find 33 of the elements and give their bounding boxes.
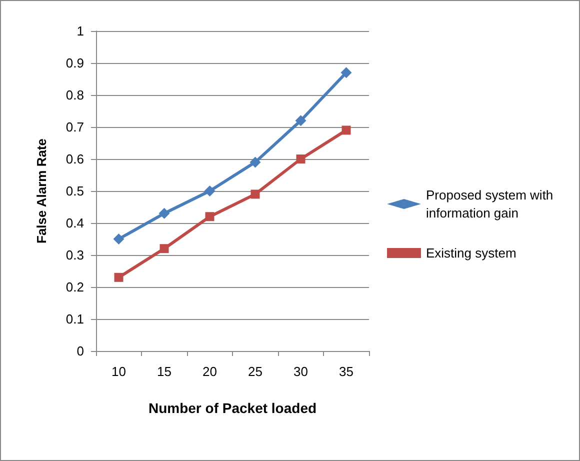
y-tick-label: 0.6 bbox=[66, 152, 84, 166]
legend-label: Proposed system with information gain bbox=[426, 188, 557, 220]
y-tick-label: 0.4 bbox=[66, 216, 84, 230]
point bbox=[250, 156, 261, 168]
y-tick-label: 1 bbox=[76, 24, 84, 38]
point bbox=[342, 126, 351, 135]
x-tick-label: 35 bbox=[339, 364, 354, 379]
point bbox=[205, 212, 214, 222]
point bbox=[158, 208, 170, 219]
y-tick-label: 0.5 bbox=[66, 184, 84, 198]
x-tick-label: 30 bbox=[294, 364, 308, 379]
y-tick-label: 0.2 bbox=[66, 280, 84, 294]
y-axis-title: False Alarm Rate bbox=[34, 138, 49, 244]
point bbox=[113, 234, 124, 244]
y-tick-label: 0.9 bbox=[66, 56, 84, 70]
point bbox=[250, 190, 260, 199]
point bbox=[340, 67, 352, 78]
legend-label: Existing system bbox=[426, 246, 516, 260]
point bbox=[296, 154, 306, 164]
point bbox=[295, 115, 306, 126]
x-tick-label: 20 bbox=[202, 364, 217, 379]
x-axis-title: Number of Packet loaded bbox=[148, 400, 317, 416]
y-tick-label: 0.3 bbox=[66, 248, 84, 262]
y-tick-label: 0.8 bbox=[66, 88, 84, 102]
point bbox=[160, 244, 169, 254]
y-tick-label: 0 bbox=[76, 344, 84, 358]
x-tick-label: 10 bbox=[112, 364, 126, 379]
point bbox=[114, 272, 124, 282]
point bbox=[204, 186, 216, 196]
y-tick-label: 0.7 bbox=[66, 120, 84, 134]
y-tick-label: 0.1 bbox=[66, 312, 84, 326]
x-tick-label: 15 bbox=[157, 364, 172, 379]
x-tick-label: 25 bbox=[248, 364, 262, 379]
